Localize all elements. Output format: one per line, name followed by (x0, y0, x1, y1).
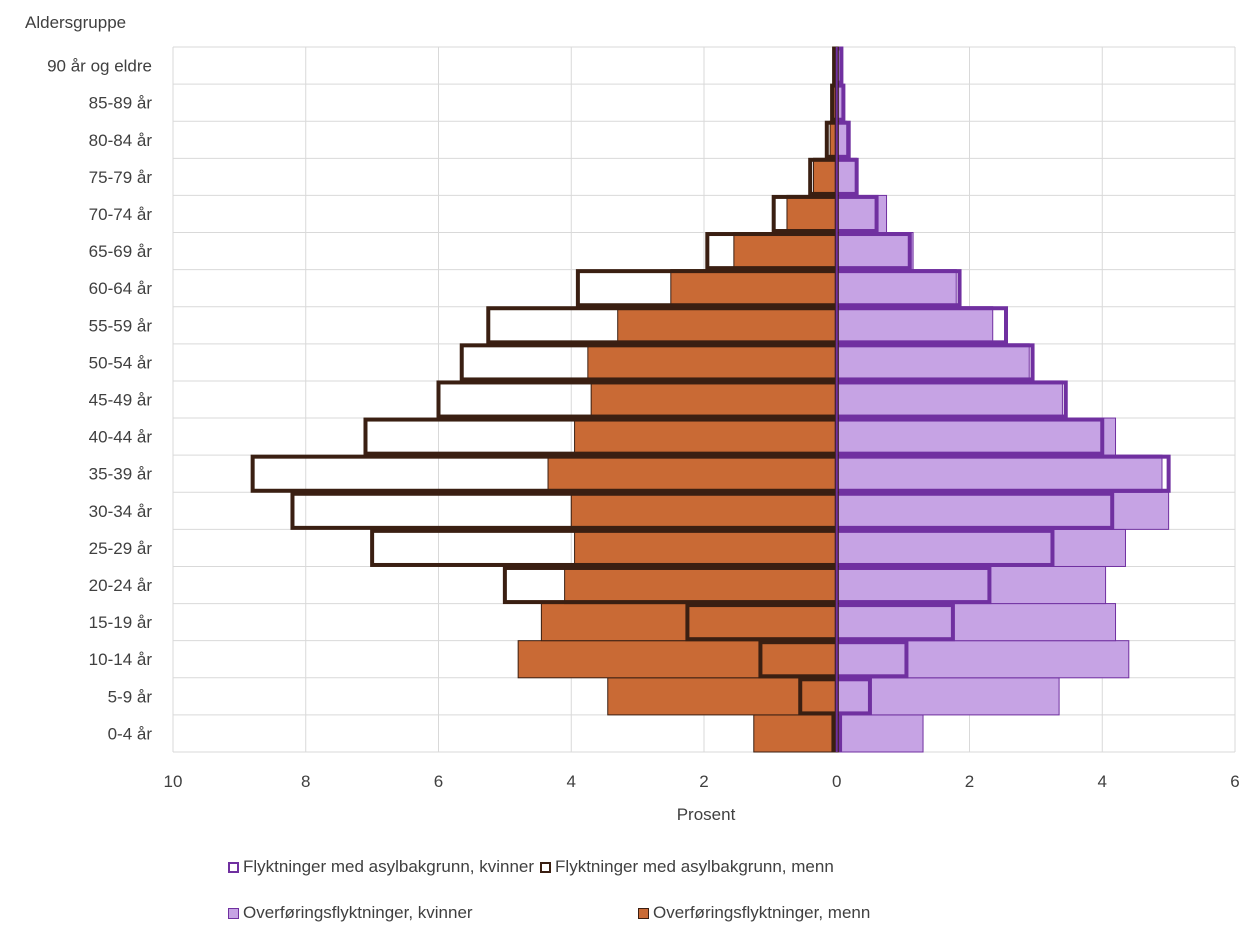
y-tick-label: 55-59 år (89, 316, 153, 335)
y-tick-label: 15-19 år (89, 613, 153, 632)
y-tick-label: 50-54 år (89, 353, 153, 372)
y-tick-label: 80-84 år (89, 131, 153, 150)
legend-swatch-asyl-kvinner (228, 861, 239, 873)
x-tick-label: 10 (164, 772, 183, 791)
bar-overforing-kvinner (836, 417, 1117, 456)
y-axis-title: Aldersgruppe (25, 13, 126, 32)
legend-item-asyl-kvinner: Flyktninger med asylbakgrunn, kvinner (228, 857, 534, 877)
bar-overforing-kvinner (836, 677, 1060, 716)
x-tick-label: 4 (1098, 772, 1107, 791)
bar-overforing-menn (547, 454, 838, 493)
legend-item-asyl-menn: Flyktninger med asylbakgrunn, menn (540, 857, 834, 877)
bar-overforing-kvinner (836, 640, 1130, 679)
legend-row-2: Overføringsflyktninger, kvinner Overføri… (228, 903, 876, 923)
bar-overforing-menn (670, 269, 838, 308)
x-axis-title: Prosent (677, 805, 736, 824)
legend-swatch-overforing-menn (638, 907, 649, 919)
bar-overforing-kvinner (836, 306, 994, 345)
bar-overforing-kvinner (836, 491, 1170, 530)
bar-overforing-kvinner (836, 454, 1163, 493)
legend-row-1: Flyktninger med asylbakgrunn, kvinner Fl… (228, 857, 840, 877)
y-tick-label: 85-89 år (89, 94, 153, 113)
bar-overforing-kvinner (836, 565, 1107, 605)
y-tick-label: 40-44 år (89, 428, 153, 447)
bar-overforing-kvinner (836, 232, 914, 271)
x-tick-label: 6 (1230, 772, 1239, 791)
y-tick-label: 5-9 år (108, 687, 153, 706)
bar-overforing-kvinner (836, 157, 858, 196)
bar-overforing-menn (607, 677, 838, 716)
legend-label-overforing-menn: Overføringsflyktninger, menn (653, 903, 871, 922)
legend-label-asyl-kvinner: Flyktninger med asylbakgrunn, kvinner (243, 857, 535, 876)
bar-overforing-menn (590, 380, 838, 419)
bar-overforing-kvinner (836, 380, 1063, 419)
x-tick-label: 6 (434, 772, 443, 791)
x-tick-label: 2 (699, 772, 708, 791)
y-tick-label: 30-34 år (89, 502, 153, 521)
y-tick-label: 90 år og eldre (47, 57, 152, 76)
y-tick-label: 60-64 år (89, 279, 153, 298)
bar-overforing-menn (617, 306, 838, 345)
x-tick-label: 8 (301, 772, 310, 791)
legend-swatch-asyl-menn (540, 861, 552, 873)
y-tick-label: 35-39 år (89, 465, 153, 484)
y-tick-label: 45-49 år (89, 391, 153, 410)
legend-label-asyl-menn: Flyktninger med asylbakgrunn, menn (555, 857, 834, 876)
legend-item-overforing-kvinner: Overføringsflyktninger, kvinner (228, 903, 632, 923)
bar-overforing-kvinner (836, 269, 957, 308)
bar-overforing-kvinner (836, 714, 924, 753)
y-tick-label: 75-79 år (89, 168, 153, 187)
x-tick-label: 4 (567, 772, 576, 791)
bar-overforing-kvinner (836, 528, 1126, 567)
bar-overforing-menn (733, 232, 838, 271)
bar-overforing-menn (786, 194, 838, 234)
bar-overforing-menn (564, 565, 838, 605)
y-tick-label: 20-24 år (89, 576, 153, 595)
y-tick-label: 10-14 år (89, 650, 153, 669)
y-tick-label: 65-69 år (89, 242, 153, 261)
x-tick-label: 0 (832, 772, 841, 791)
tick-labels: 10 8 6 4 2 0 2 4 6 0-4 år 5-9 år 10-14 år 15-19 år 20… (47, 57, 1240, 791)
bar-overforing-menn (753, 714, 838, 753)
y-tick-label: 0-4 år (108, 724, 153, 743)
filled-bars (517, 46, 1170, 753)
y-tick-label: 70-74 år (89, 205, 153, 224)
x-tick-label: 2 (965, 772, 974, 791)
bar-overforing-menn (813, 157, 838, 196)
bar-overforing-kvinner (836, 194, 888, 234)
bar-overforing-menn (570, 491, 838, 530)
bar-overforing-kvinner (836, 603, 1117, 642)
y-tick-label: 25-29 år (89, 539, 153, 558)
legend-swatch-overforing-kvinner (228, 907, 239, 919)
bar-overforing-kvinner (836, 343, 1030, 382)
bar-overforing-menn (517, 640, 838, 679)
bar-overforing-menn (574, 417, 838, 456)
legend-label-overforing-kvinner: Overføringsflyktninger, kvinner (243, 903, 473, 922)
bar-overforing-menn (574, 528, 838, 567)
legend-item-overforing-menn: Overføringsflyktninger, menn (638, 903, 870, 923)
bar-overforing-menn (587, 343, 838, 382)
